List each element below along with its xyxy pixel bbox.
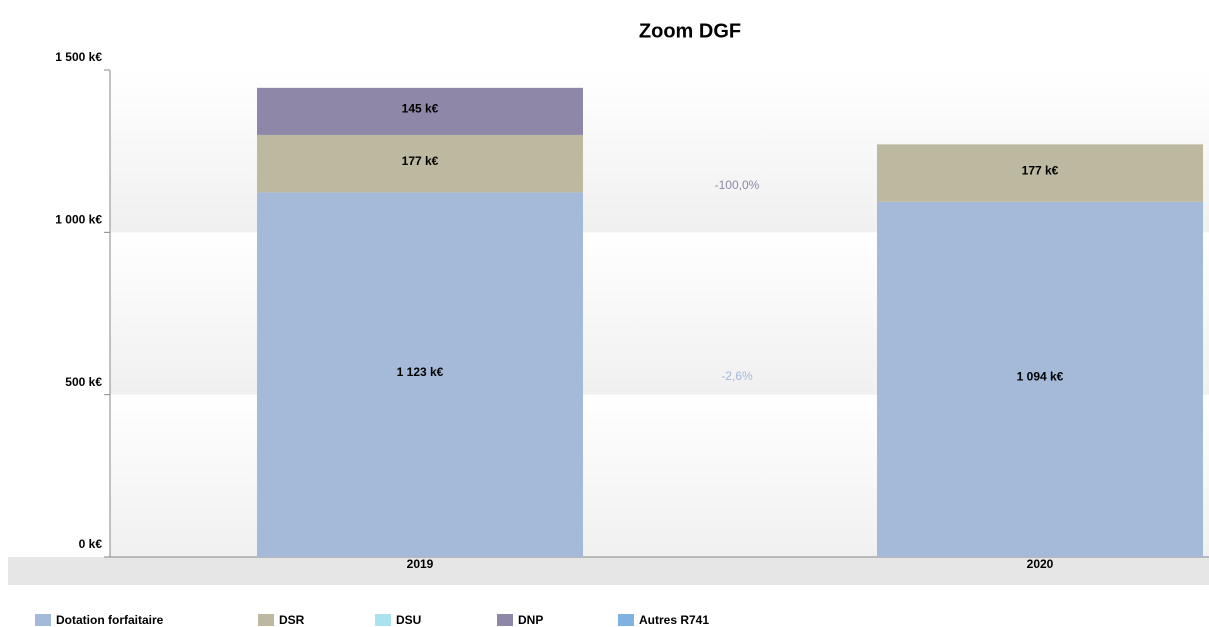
legend-swatch xyxy=(375,614,391,626)
bar-segment xyxy=(877,201,1203,557)
bar-segment xyxy=(257,192,583,557)
y-tick-label: 500 k€ xyxy=(65,375,102,389)
legend-swatch xyxy=(618,614,634,626)
legend-label: Autres R741 xyxy=(639,613,709,627)
bar-segment xyxy=(877,144,1203,202)
x-axis-band xyxy=(8,557,1209,585)
data-label: 1 094 k€ xyxy=(1017,370,1064,384)
bar-segment xyxy=(257,134,583,193)
data-label: 1 123 k€ xyxy=(397,365,444,379)
data-label: 177 k€ xyxy=(1022,163,1059,177)
y-tick-label: 1 000 k€ xyxy=(55,213,102,227)
legend-swatch xyxy=(497,614,513,626)
y-tick-label: 1 500 k€ xyxy=(55,50,102,64)
legend-swatch xyxy=(258,614,274,626)
legend-label: DNP xyxy=(518,613,543,627)
chart-title: Zoom DGF xyxy=(639,20,741,42)
bar-segment xyxy=(257,87,583,135)
annotation: -100,0% xyxy=(715,178,760,192)
x-tick-label: 2020 xyxy=(1027,557,1054,571)
annotation: -2,6% xyxy=(721,369,753,383)
legend-label: DSU xyxy=(396,613,421,627)
legend-swatch xyxy=(35,614,51,626)
legend-label: Dotation forfaitaire xyxy=(56,613,164,627)
legend-label: DSR xyxy=(279,613,305,627)
y-tick-label: 0 k€ xyxy=(79,537,103,551)
data-label: 177 k€ xyxy=(402,154,439,168)
x-tick-label: 2019 xyxy=(407,557,434,571)
data-label: 145 k€ xyxy=(402,102,439,116)
